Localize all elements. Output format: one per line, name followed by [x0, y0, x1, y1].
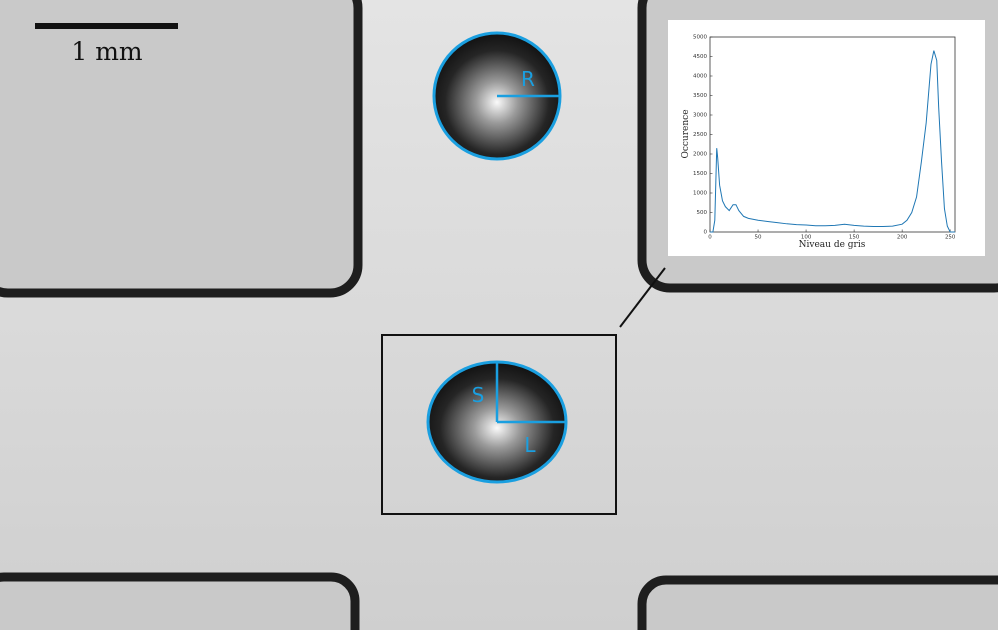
y-tick-label: 5000	[693, 35, 707, 41]
histogram-line	[710, 50, 955, 233]
y-tick-label: 4500	[693, 54, 707, 60]
x-axis-label: Niveau de gris	[799, 240, 866, 250]
y-tick-label: 500	[697, 210, 708, 216]
y-tick-label: 4000	[693, 74, 707, 80]
y-tick-label: 2500	[693, 132, 707, 138]
wall-block	[0, 572, 360, 630]
connector	[619, 267, 666, 328]
x-tick-label: 200	[897, 235, 908, 241]
y-tick-label: 1500	[693, 171, 707, 177]
inset-chart	[668, 20, 985, 256]
x-tick-label: 150	[849, 235, 860, 241]
y-tick-label: 0	[704, 230, 708, 236]
x-tick-label: 250	[945, 235, 956, 241]
wall-block	[0, 0, 363, 298]
wall-block	[637, 575, 998, 630]
y-tick-label: 2000	[693, 152, 707, 158]
plot: 0 50 100 150 200 2500500100015002000250030003…	[693, 35, 956, 241]
y-tick-label: 3000	[693, 113, 707, 119]
radius-label: R	[521, 67, 535, 91]
y-tick-label: 1000	[693, 191, 707, 197]
scale-label: 1 mm	[71, 37, 143, 66]
short-axis-label: S	[472, 383, 485, 407]
x-tick-label: 50	[755, 235, 762, 241]
y-tick-label: 3500	[693, 93, 707, 99]
x-tick-label: 0	[708, 235, 712, 241]
y-axis-label: Occurence	[681, 109, 691, 158]
zoom-box	[381, 334, 617, 515]
x-tick-label: 100	[801, 235, 812, 241]
long-axis-label: L	[524, 433, 536, 457]
